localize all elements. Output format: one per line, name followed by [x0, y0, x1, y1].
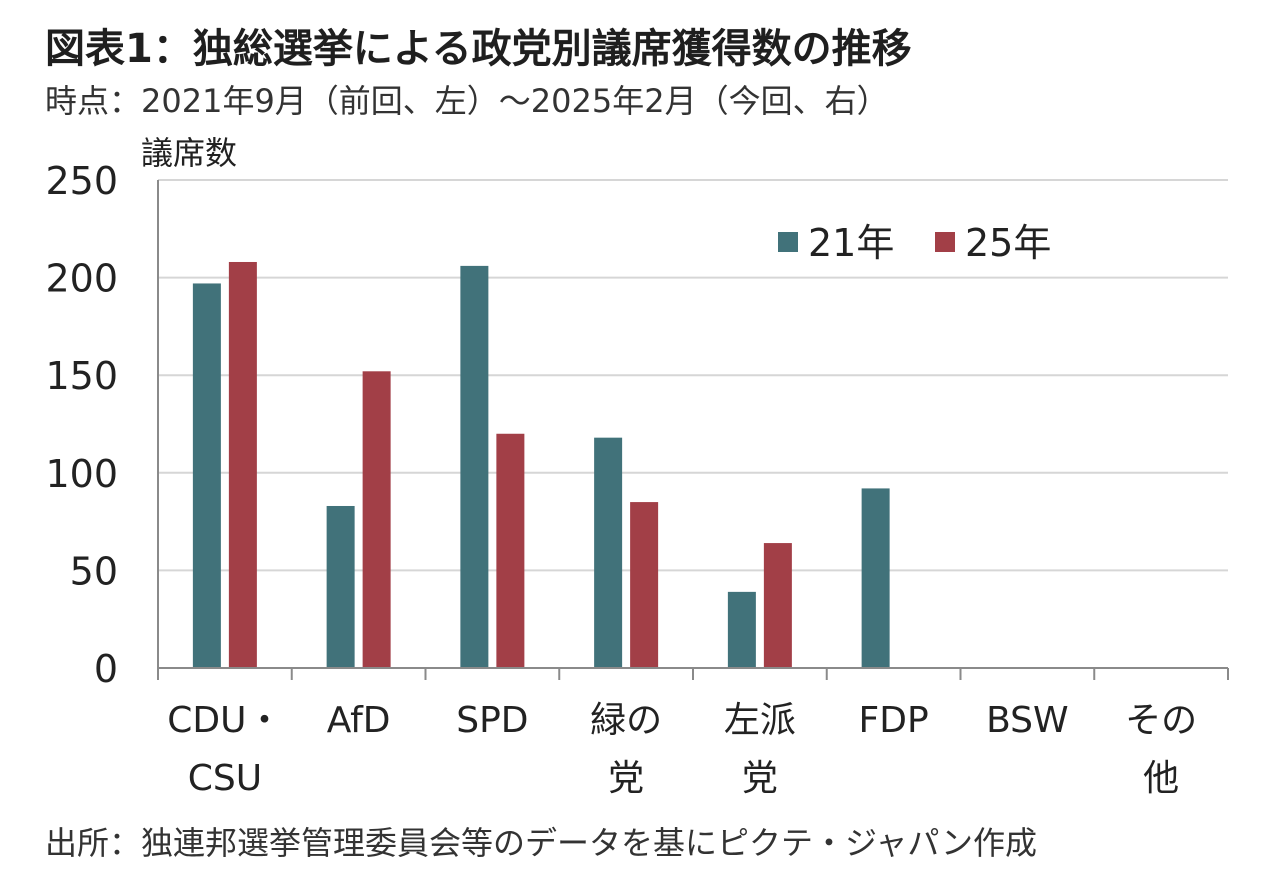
category-label: BSW	[986, 700, 1069, 741]
category-label: 左派	[724, 700, 796, 741]
source-note: 出所：独連邦選挙管理委員会等のデータを基にピクテ・ジャパン作成	[45, 824, 1038, 862]
category-label: CSU	[188, 758, 262, 799]
category-label: 他	[1143, 758, 1179, 799]
legend-swatch-0	[778, 232, 798, 252]
bars	[192, 261, 890, 668]
y-tick-label: 50	[70, 549, 118, 593]
y-axis-ticks: 0 50 100 150 200 250	[45, 159, 118, 691]
bar-21-3	[594, 437, 623, 668]
category-label: 党	[742, 758, 778, 799]
y-tick-label: 100	[45, 452, 118, 496]
y-tick-label: 0	[94, 647, 118, 691]
legend: 21年 25年	[778, 221, 1051, 265]
bar-21-2	[460, 265, 489, 668]
x-axis-categories: CDU・ CSU AfD SPD 緑の党 左派党 FDP BSW その他	[167, 700, 1197, 799]
bar-25-3	[630, 502, 659, 668]
legend-label-0: 21年	[808, 221, 894, 265]
y-axis-label: 議席数	[141, 134, 237, 172]
category-label: 党	[608, 758, 644, 799]
y-tick-label: 150	[45, 354, 118, 398]
bar-25-1	[362, 371, 391, 668]
bar-25-0	[228, 261, 257, 668]
category-label: SPD	[456, 700, 528, 741]
y-tick-label: 250	[45, 159, 118, 203]
bar-25-4	[763, 543, 792, 668]
chart-title: 図表1：独総選挙による政党別議席獲得数の推移	[45, 26, 912, 72]
category-label: FDP	[859, 700, 929, 741]
gridlines	[158, 179, 1228, 572]
category-label: AfD	[327, 700, 391, 741]
x-axis	[157, 180, 1229, 680]
category-label: その	[1125, 700, 1197, 741]
category-label: CDU・	[167, 700, 282, 741]
legend-swatch-1	[935, 232, 955, 252]
category-label: 緑の	[590, 700, 662, 741]
bar-21-5	[861, 488, 890, 668]
y-tick-label: 200	[45, 257, 118, 301]
bar-21-4	[727, 591, 756, 668]
chart-subtitle: 時点：2021年9月（前回、左）～2025年2月（今回、右）	[45, 82, 889, 120]
legend-label-1: 25年	[965, 221, 1051, 265]
bar-25-2	[496, 433, 525, 668]
bar-21-1	[326, 505, 355, 668]
bar-21-0	[192, 283, 221, 668]
